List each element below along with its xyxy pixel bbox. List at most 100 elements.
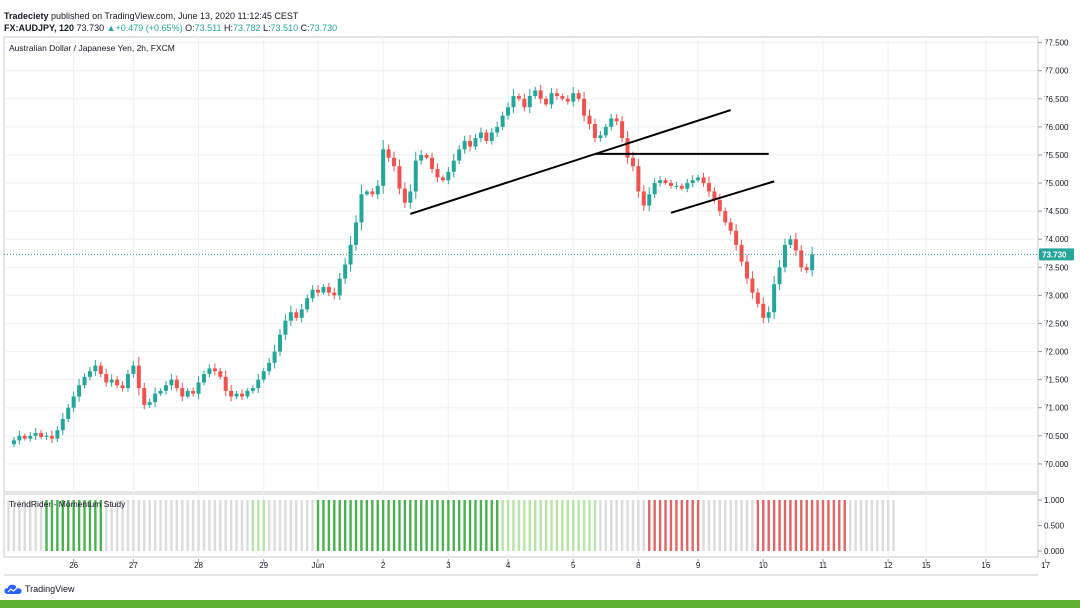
candle-down: [560, 95, 565, 99]
candle-down: [142, 388, 147, 405]
momentum-bar: [751, 500, 754, 551]
momentum-bar: [572, 500, 575, 551]
momentum-bar: [365, 500, 369, 551]
momentum-bar: [191, 500, 195, 551]
momentum-bar: [322, 500, 325, 551]
momentum-bar: [496, 500, 499, 551]
last-price-tag: [1039, 248, 1074, 261]
momentum-pane-title: TrendRider - Momentum Study: [9, 499, 126, 509]
candle-up: [527, 95, 532, 108]
candle-down: [212, 368, 217, 372]
momentum-bar: [246, 500, 249, 551]
momentum-bar: [381, 500, 385, 551]
momentum-bar: [724, 500, 727, 551]
candle-down: [435, 169, 440, 178]
tradingview-cloud-icon: [4, 584, 22, 594]
y-tick-label: 72.500: [1044, 319, 1069, 328]
candle-up: [153, 393, 158, 403]
momentum-bar: [756, 500, 760, 551]
momentum-bar: [463, 500, 466, 551]
momentum-bar: [29, 500, 32, 551]
tradingview-logo[interactable]: TradingView: [4, 582, 75, 596]
momentum-bar: [539, 500, 542, 551]
y-tick-label: 70.500: [1044, 432, 1069, 441]
y-tick-label: 77.000: [1044, 67, 1069, 76]
candle-up: [256, 379, 261, 389]
candle-down: [392, 157, 397, 167]
momentum-bar: [669, 500, 673, 551]
candle-down: [191, 390, 196, 394]
x-tick-label: Jun: [312, 561, 325, 570]
up-arrow-icon: ▲: [106, 23, 116, 33]
candle-up: [473, 138, 478, 147]
candle-up: [359, 194, 364, 223]
momentum-bar: [219, 500, 222, 551]
momentum-bar: [45, 500, 48, 551]
momentum-bar: [23, 500, 26, 551]
momentum-bar: [783, 500, 787, 551]
candle-down: [49, 435, 54, 439]
momentum-bar: [132, 500, 135, 551]
momentum-bar: [810, 500, 814, 551]
momentum-bar: [886, 500, 890, 551]
candle-up: [343, 264, 348, 279]
x-tick-label: 16: [981, 561, 990, 570]
momentum-bar: [159, 500, 162, 551]
candle-down: [799, 250, 804, 268]
candle-up: [685, 183, 690, 189]
candle-down: [430, 157, 435, 170]
momentum-bar: [789, 500, 792, 551]
candle-up: [234, 393, 239, 397]
momentum-bar: [148, 500, 151, 551]
candle-up: [71, 396, 76, 408]
momentum-bar: [94, 500, 97, 551]
candle-down: [294, 312, 299, 318]
momentum-bar: [267, 500, 271, 551]
momentum-bar: [338, 500, 341, 551]
momentum-bar: [99, 500, 103, 551]
candle-down: [734, 230, 739, 245]
momentum-bar: [544, 500, 548, 551]
momentum-bar: [115, 500, 119, 551]
momentum-bar: [34, 500, 37, 551]
candle-down: [516, 95, 521, 99]
momentum-bar: [707, 500, 711, 551]
candle-up: [457, 149, 462, 161]
candle-up: [131, 365, 136, 375]
momentum-bar: [816, 500, 819, 551]
momentum-bar: [843, 500, 846, 551]
candle-down: [717, 199, 722, 212]
momentum-bar: [153, 500, 157, 551]
momentum-bar: [224, 500, 227, 551]
symbol-label: FX:AUDJPY, 120: [4, 23, 75, 33]
candle-up: [82, 376, 87, 386]
candle-up: [288, 312, 293, 321]
momentum-bar: [175, 500, 179, 551]
momentum-bar: [767, 500, 770, 551]
momentum-y-label: 0.500: [1044, 522, 1065, 531]
momentum-bar: [626, 500, 629, 551]
momentum-bar: [876, 500, 879, 551]
x-tick-label: 2: [381, 561, 386, 570]
momentum-bar: [447, 500, 450, 551]
momentum-bar: [686, 500, 689, 551]
candle-up: [495, 126, 500, 133]
momentum-bar: [77, 500, 81, 551]
candle-up: [533, 90, 538, 96]
momentum-bar: [403, 500, 407, 551]
candle-down: [582, 98, 587, 116]
momentum-bar: [311, 500, 314, 551]
candle-up: [766, 312, 771, 318]
momentum-bar: [409, 500, 412, 551]
candle-up: [788, 239, 793, 245]
tradingview-brand: TradingView: [25, 584, 75, 594]
candle-down: [565, 98, 570, 102]
candle-down: [440, 177, 445, 181]
y-tick-label: 71.000: [1044, 404, 1069, 413]
momentum-bar: [501, 500, 504, 551]
candle-up: [337, 278, 342, 296]
momentum-bar: [289, 500, 293, 551]
momentum-bar: [300, 500, 303, 551]
y-tick-label: 76.000: [1044, 123, 1069, 132]
